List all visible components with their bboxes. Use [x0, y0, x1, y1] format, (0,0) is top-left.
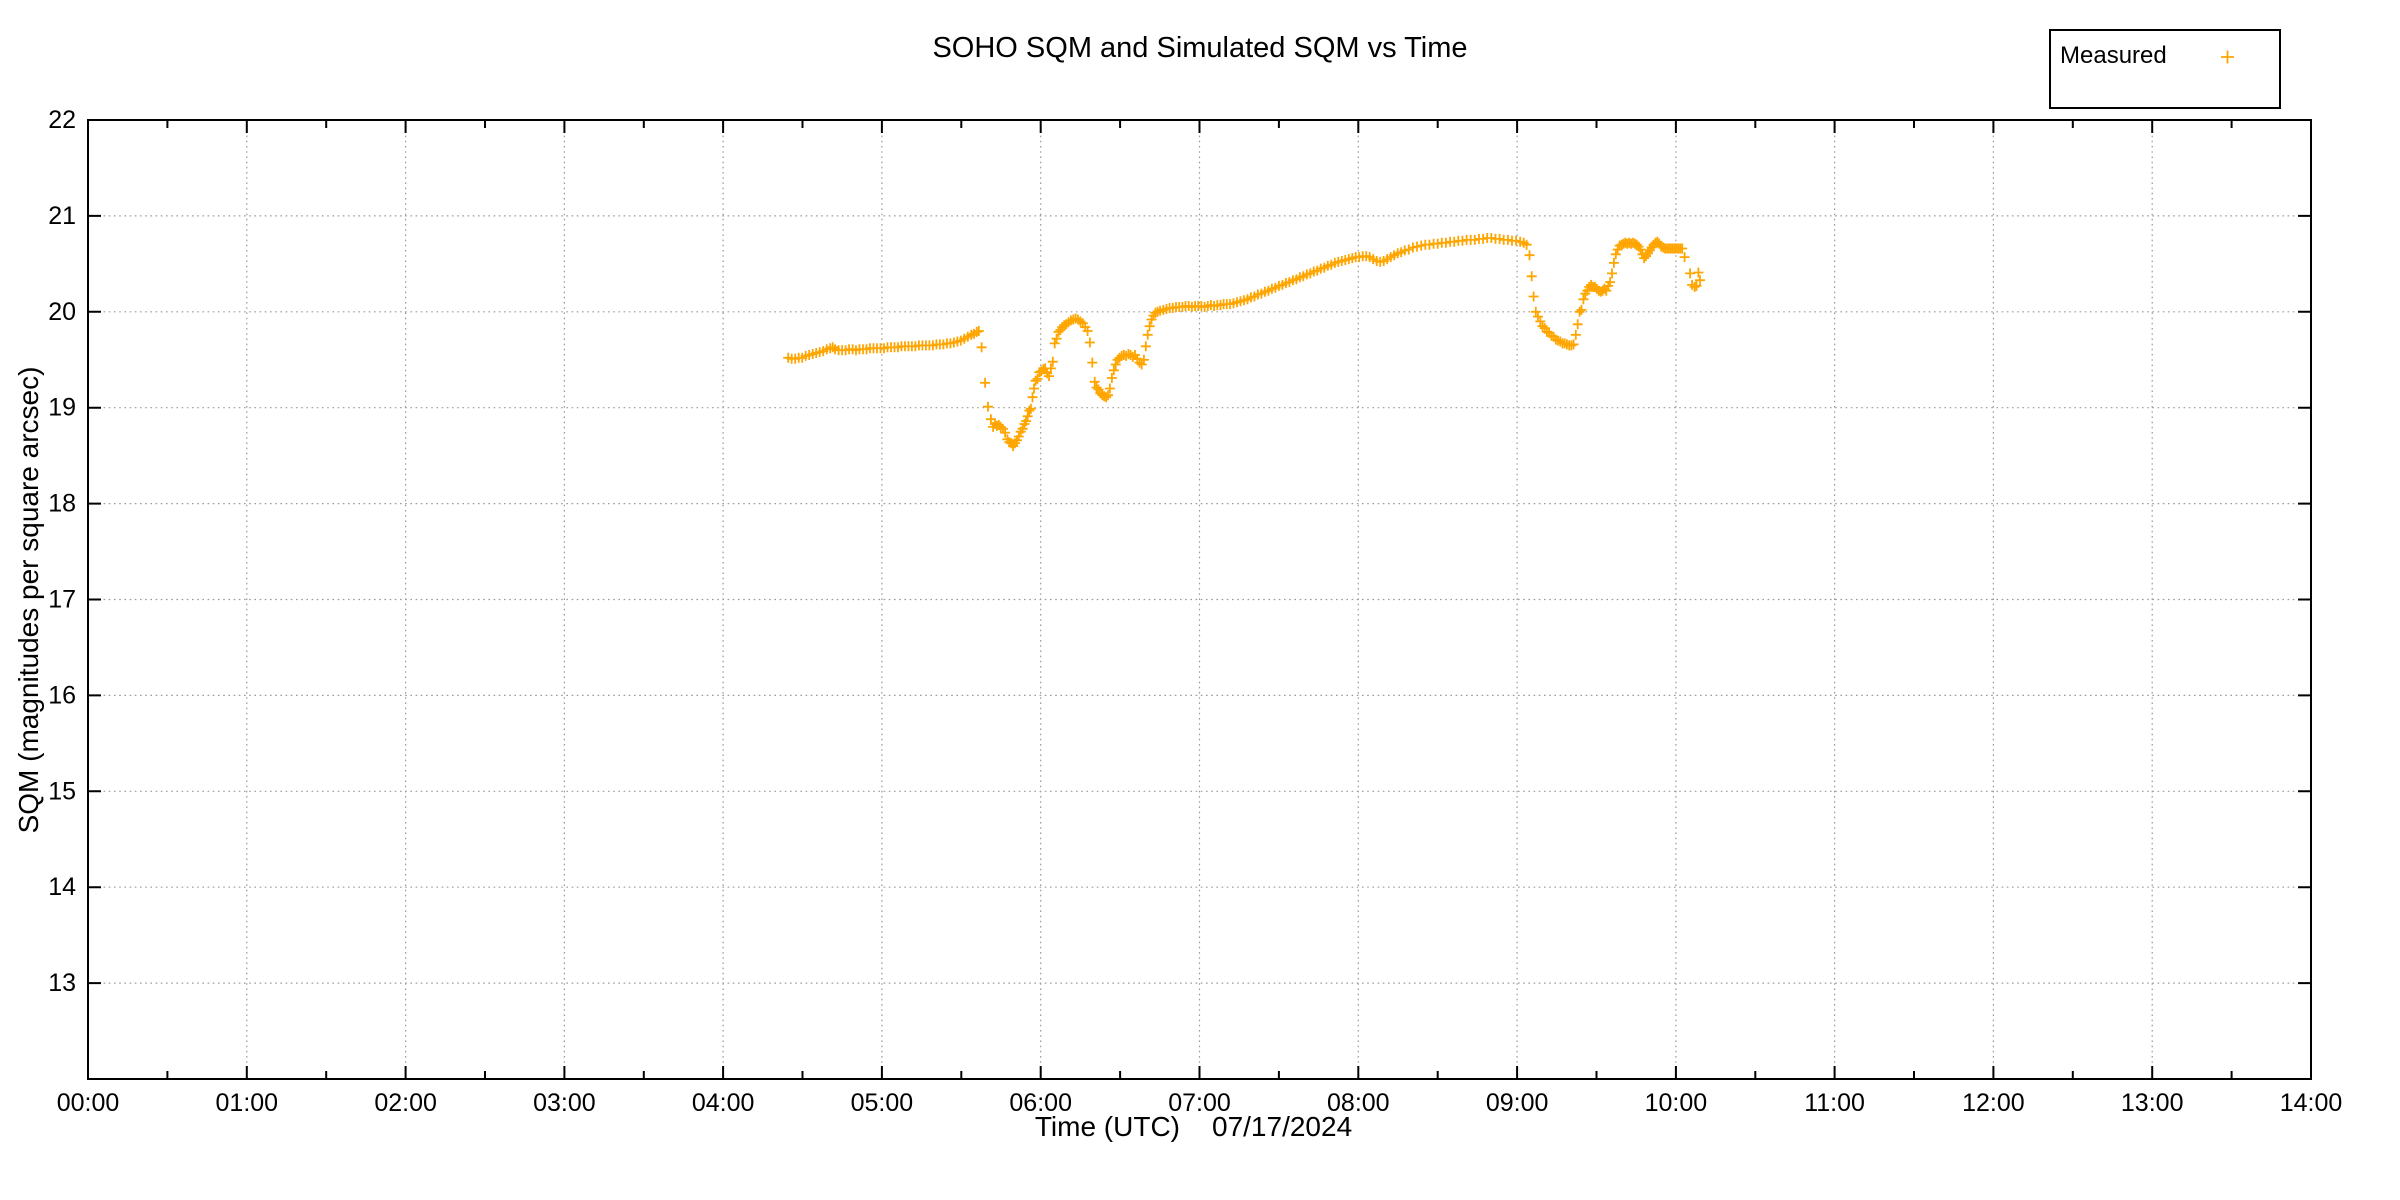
x-tick-label: 11:00	[1804, 1089, 1865, 1117]
y-tick-label: 13	[48, 969, 76, 997]
y-tick-label: 16	[48, 681, 76, 709]
gridlines	[88, 120, 2311, 1079]
legend: Measured	[2049, 29, 2281, 109]
x-axis-date-label: 07/17/2024	[1212, 1111, 1352, 1142]
measured-series-points	[783, 233, 1705, 452]
y-tick-label: 21	[48, 202, 76, 230]
x-tick-label: 00:00	[57, 1089, 120, 1117]
x-tick-label: 14:00	[2280, 1089, 2343, 1117]
y-tick-labels: 13 14 15 16 17 18 19 20 21 22	[48, 106, 76, 997]
y-tick-label: 14	[48, 873, 76, 901]
y-tick-label: 22	[48, 106, 76, 134]
x-axis-label: Time (UTC)	[1035, 1111, 1180, 1142]
x-tick-label: 04:00	[692, 1089, 755, 1117]
x-tick-labels: 00:00 01:00 02:00 03:00 04:00 05:00 06:00 07:00…	[57, 1089, 2343, 1117]
y-tick-label: 15	[48, 777, 76, 805]
legend-label-measured: Measured	[2060, 42, 2167, 69]
y-tick-label: 19	[48, 394, 76, 422]
x-tick-label: 08:00	[1327, 1089, 1390, 1117]
grid-dotted-lines	[88, 120, 2311, 1079]
x-tick-label: 06:00	[1009, 1089, 1072, 1117]
x-tick-label: 05:00	[851, 1089, 914, 1117]
y-tick-label: 18	[48, 490, 76, 518]
y-axis-label: SQM (magnitudes per square arcsec)	[13, 367, 44, 834]
chart-title: SOHO SQM and Simulated SQM vs Time	[932, 32, 1467, 64]
legend-box	[2049, 29, 2281, 109]
x-tick-label: 10:00	[1645, 1089, 1708, 1117]
y-tick-label: 17	[48, 586, 76, 614]
plot-border	[87, 119, 2312, 1080]
x-tick-label: 12:00	[1962, 1089, 2025, 1117]
x-tick-label: 01:00	[216, 1089, 279, 1117]
x-tick-label: 03:00	[533, 1089, 596, 1117]
x-tick-label: 09:00	[1486, 1089, 1549, 1117]
x-tick-label: 07:00	[1168, 1089, 1231, 1117]
x-tick-label: 13:00	[2121, 1089, 2184, 1117]
y-tick-label: 20	[48, 298, 76, 326]
legend-plus-marker-icon	[2221, 50, 2234, 64]
measured-plus-markers	[783, 233, 1705, 452]
x-tick-label: 02:00	[374, 1089, 437, 1117]
